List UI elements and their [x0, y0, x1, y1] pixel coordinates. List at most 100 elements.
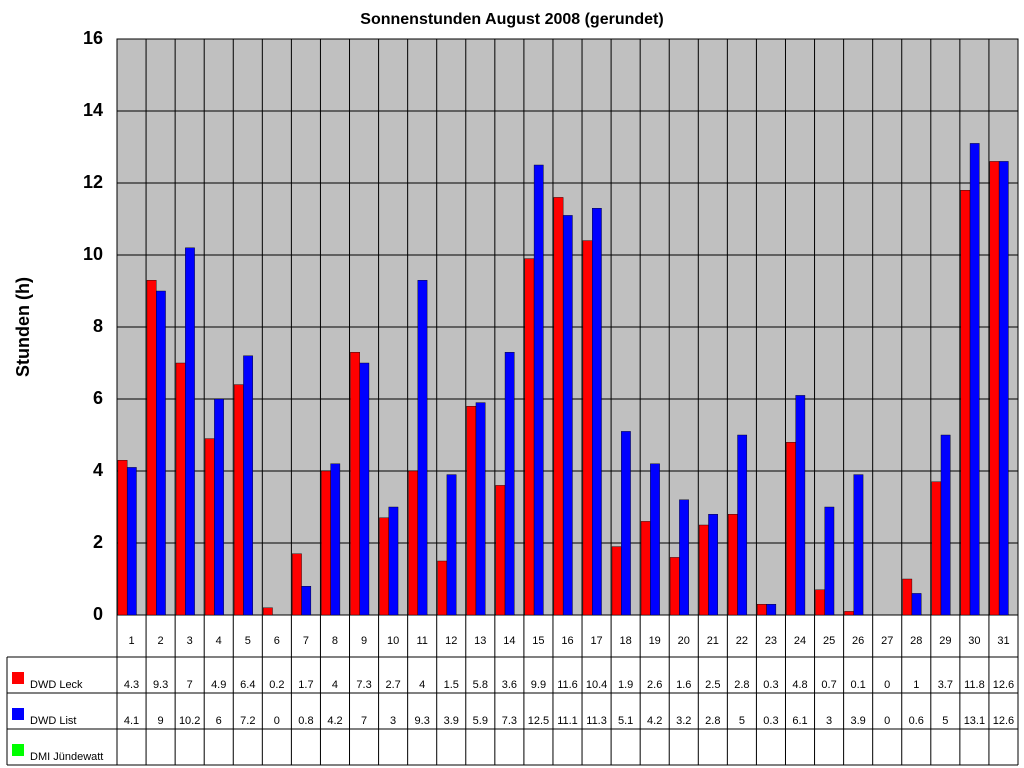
x-tick-label: 30: [968, 635, 980, 647]
table-value: 0.3: [763, 679, 778, 691]
x-tick-label: 13: [474, 635, 486, 647]
table-value: 2.8: [705, 715, 720, 727]
table-value: 1.7: [298, 679, 313, 691]
x-tick-label: 4: [216, 635, 222, 647]
x-tick-label: 2: [158, 635, 164, 647]
bar: [766, 604, 777, 616]
table-value: 0.1: [850, 679, 865, 691]
x-tick-label: 15: [532, 635, 544, 647]
table-value: 11.3: [586, 715, 607, 727]
table-value: 3: [826, 715, 832, 727]
table-value: 12.6: [993, 679, 1014, 691]
bar: [737, 434, 748, 616]
table-value: 4.1: [124, 715, 139, 727]
table-value: 4: [332, 679, 338, 691]
bar: [698, 524, 709, 616]
table-value: 6: [216, 715, 222, 727]
table-value: 0: [884, 679, 890, 691]
table-value: 1.6: [676, 679, 691, 691]
bar: [533, 164, 544, 616]
table-value: 7.3: [502, 715, 517, 727]
bar: [969, 143, 980, 616]
table-value: 4.2: [647, 715, 662, 727]
table-value: 6.1: [792, 715, 807, 727]
x-tick-label: 17: [590, 635, 602, 647]
bar: [795, 395, 806, 616]
x-tick-label: 18: [620, 635, 632, 647]
table-value: 0: [274, 715, 280, 727]
table-value: 2.8: [734, 679, 749, 691]
table-value: 5: [739, 715, 745, 727]
bar: [417, 280, 428, 616]
y-tick-label: 2: [93, 532, 103, 552]
bar: [902, 578, 913, 616]
legend-label: DWD Leck: [30, 679, 83, 691]
bar: [582, 240, 593, 616]
table-value: 0: [884, 715, 890, 727]
bar: [475, 402, 486, 616]
bar: [233, 384, 244, 616]
bar: [388, 506, 399, 616]
x-tick-label: 27: [881, 635, 893, 647]
legend-label: DWD List: [30, 715, 76, 727]
x-tick-label: 14: [503, 635, 515, 647]
bar: [640, 521, 651, 616]
bar: [126, 467, 137, 616]
table-value: 10.2: [179, 715, 200, 727]
table-value: 7.2: [240, 715, 255, 727]
bar: [350, 352, 360, 616]
bar: [243, 355, 253, 616]
table-value: 5.9: [473, 715, 488, 727]
table-value: 1.9: [618, 679, 633, 691]
bar: [379, 517, 389, 616]
table-value: 13.1: [964, 715, 985, 727]
legend-label: DMI Jündewatt: [30, 751, 103, 763]
table-value: 3.7: [938, 679, 953, 691]
x-tick-label: 10: [387, 635, 399, 647]
y-tick-label: 10: [83, 244, 103, 264]
bar: [592, 207, 602, 616]
bar: [553, 197, 564, 616]
table-value: 5.8: [473, 679, 488, 691]
x-tick-label: 19: [649, 635, 661, 647]
x-tick-label: 23: [765, 635, 777, 647]
table-value: 3.9: [444, 715, 459, 727]
y-axis-label: Stunden (h): [13, 277, 33, 377]
table-value: 4: [419, 679, 425, 691]
bar: [301, 586, 312, 616]
x-tick-label: 21: [707, 635, 719, 647]
table-value: 11.1: [557, 715, 578, 727]
table-value: 5.1: [618, 715, 633, 727]
table-value: 7: [187, 679, 193, 691]
y-tick-label: 6: [93, 388, 103, 408]
bar: [931, 481, 942, 616]
table-value: 7.3: [356, 679, 371, 691]
bar: [989, 161, 1000, 616]
table-value: 0.2: [269, 679, 284, 691]
bar: [669, 557, 680, 616]
table-value: 9.3: [415, 715, 430, 727]
bar: [562, 215, 573, 616]
bar: [708, 514, 718, 616]
bar: [292, 553, 302, 616]
bar: [204, 438, 215, 616]
x-tick-label: 20: [678, 635, 690, 647]
y-tick-label: 14: [83, 100, 103, 120]
table-value: 6.4: [240, 679, 255, 691]
table-value: 11.8: [964, 679, 985, 691]
x-tick-label: 11: [416, 635, 427, 647]
bar: [815, 589, 825, 616]
table-value: 0.7: [821, 679, 836, 691]
table-value: 2.6: [647, 679, 662, 691]
table-value: 9.9: [531, 679, 546, 691]
table-value: 1: [913, 679, 919, 691]
bar: [524, 258, 535, 616]
x-tick-label: 8: [332, 635, 338, 647]
bar: [650, 463, 660, 616]
chart-title: Sonnenstunden August 2008 (gerundet): [360, 11, 663, 28]
table-value: 11.6: [557, 679, 578, 691]
bar: [728, 514, 738, 616]
x-tick-label: 16: [561, 635, 573, 647]
x-tick-label: 24: [794, 635, 806, 647]
